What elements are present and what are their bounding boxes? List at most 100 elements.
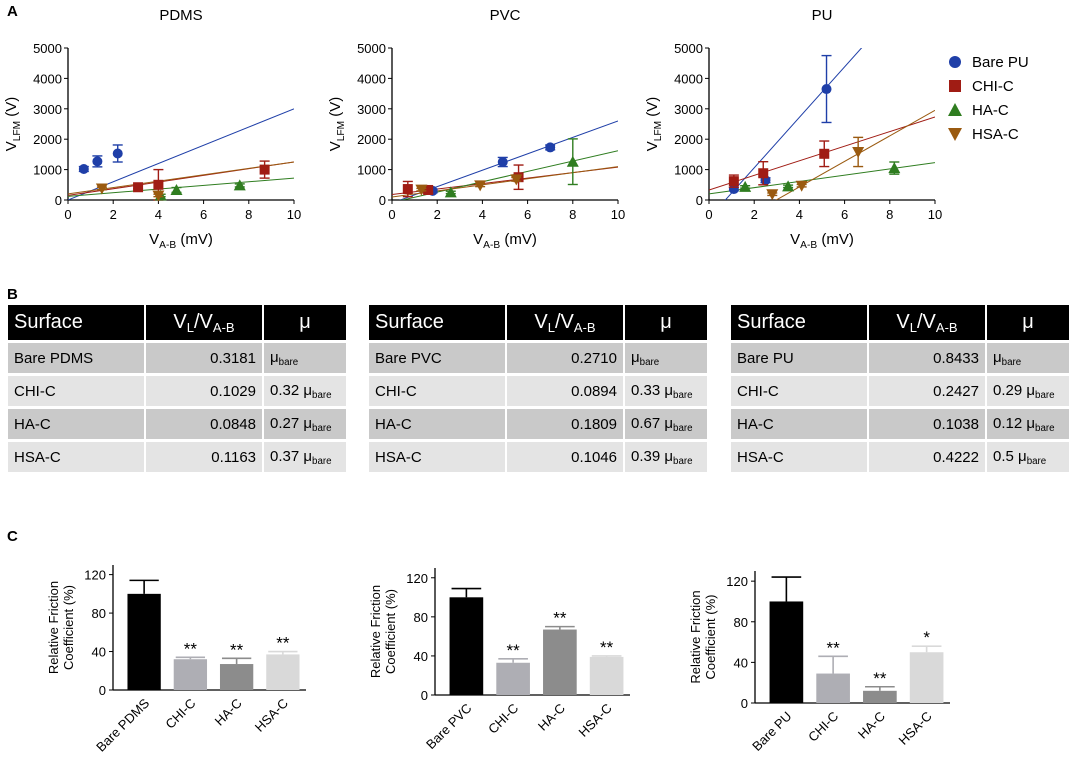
y-tick-label: 40 <box>414 649 428 664</box>
bar <box>816 673 850 703</box>
x-tick-label: HSA-C <box>252 696 291 735</box>
y-tick-label: 120 <box>84 568 106 583</box>
x-tick-label: Bare PDMS <box>93 695 152 754</box>
data-point <box>758 168 769 179</box>
x-tick-label: 4 <box>796 207 803 222</box>
data-point <box>153 179 164 190</box>
cell-mu: μbare <box>625 343 707 373</box>
y-tick-label: 120 <box>726 574 748 589</box>
y-tick-label: 0 <box>55 193 62 208</box>
cell-mu: 0.5 μbare <box>987 442 1069 472</box>
data-point <box>821 84 832 95</box>
bar <box>127 593 161 690</box>
data-point <box>766 189 779 201</box>
table-row: Bare PU 0.8433 μbare <box>731 343 1069 373</box>
y-tick-label: 5000 <box>33 41 62 56</box>
legend: Bare PU CHI-C HA-C HSA-C <box>948 54 1029 143</box>
bar <box>266 654 300 690</box>
x-tick-label: HSA-C <box>576 701 615 740</box>
data-point <box>92 156 103 167</box>
significance-marker: ** <box>184 639 198 658</box>
legend-label: CHI-C <box>972 78 1014 95</box>
header-ratio: VL/VA-B <box>507 305 623 340</box>
significance-marker: ** <box>827 638 841 657</box>
table-row: CHI-C 0.2427 0.29 μbare <box>731 376 1069 406</box>
friction-table-pu: Surface VL/VA-B μ Bare PU 0.8433 μbare CH… <box>729 302 1071 475</box>
y-tick-label: 2000 <box>674 132 703 147</box>
cell-mu: μbare <box>264 343 346 373</box>
legend-label: Bare PU <box>972 54 1029 71</box>
y-tick-label: 2000 <box>357 132 386 147</box>
y-axis-label: Coefficient (%) <box>61 585 76 670</box>
x-axis-label: VA-B (mV) <box>473 231 537 251</box>
x-tick-label: 0 <box>64 207 71 222</box>
bar-chart-1: 0 40 80 120 Relative Friction Coefficient (%)… <box>46 565 306 755</box>
x-tick-label: Bare PU <box>749 709 794 754</box>
y-tick-label: 3000 <box>33 102 62 117</box>
header-ratio: VL/VA-B <box>869 305 985 340</box>
y-tick-label: 3000 <box>357 102 386 117</box>
bar <box>173 659 208 690</box>
table-row: Bare PVC 0.2710 μbare <box>369 343 707 373</box>
legend-label: HA-C <box>972 102 1009 119</box>
y-tick-label: 2000 <box>33 132 62 147</box>
bar <box>909 652 944 703</box>
y-tick-label: 5000 <box>357 41 386 56</box>
cell-mu: 0.37 μbare <box>264 442 346 472</box>
y-axis-label: Coefficient (%) <box>703 594 718 679</box>
data-point <box>402 184 413 195</box>
significance-marker: * <box>923 628 930 647</box>
cell-surface: Bare PU <box>731 343 867 373</box>
scatter-chart-pdms: PDMS 0 2 4 6 8 10 0 1000 2000 3000 4000 5000 VA-B (mV… <box>3 7 301 251</box>
data-point <box>233 179 246 191</box>
header-surface: Surface <box>8 305 144 340</box>
data-point <box>259 164 270 175</box>
x-axis-label: VA-B (mV) <box>790 231 854 251</box>
significance-marker: ** <box>230 640 244 659</box>
y-axis-label: Coefficient (%) <box>383 589 398 674</box>
cell-ratio: 0.3181 <box>146 343 262 373</box>
x-tick-label: HA-C <box>535 701 568 734</box>
fit-line <box>68 161 294 195</box>
cell-surface: HSA-C <box>8 442 144 472</box>
data-point <box>112 148 123 159</box>
cell-ratio: 0.0894 <box>507 376 623 406</box>
data-point <box>170 183 183 195</box>
x-tick-label: 0 <box>705 207 712 222</box>
cell-ratio: 0.1038 <box>869 409 985 439</box>
bar <box>863 690 897 703</box>
x-tick-label: 4 <box>155 207 162 222</box>
y-tick-label: 1000 <box>357 163 386 178</box>
data-point <box>782 180 795 192</box>
x-axis-label: VA-B (mV) <box>149 231 213 251</box>
cell-ratio: 0.2427 <box>869 376 985 406</box>
y-tick-label: 40 <box>734 655 748 670</box>
y-axis-label: Relative Friction <box>46 581 61 674</box>
x-tick-label: Bare PVC <box>423 701 474 752</box>
bar <box>496 662 530 695</box>
header-mu: μ <box>625 305 707 340</box>
table-header: Surface VL/VA-B μ <box>8 305 346 340</box>
data-point <box>545 142 556 153</box>
bar <box>769 601 804 703</box>
header-surface: Surface <box>369 305 505 340</box>
y-tick-label: 5000 <box>674 41 703 56</box>
cell-mu: 0.32 μbare <box>264 376 346 406</box>
x-tick-label: CHI-C <box>805 709 841 745</box>
cell-surface: CHI-C <box>731 376 867 406</box>
table-row: CHI-C 0.0894 0.33 μbare <box>369 376 707 406</box>
x-tick-label: 10 <box>287 207 301 222</box>
header-surface: Surface <box>731 305 867 340</box>
cell-surface: CHI-C <box>369 376 505 406</box>
cell-mu: μbare <box>987 343 1069 373</box>
cell-ratio: 0.0848 <box>146 409 262 439</box>
data-point <box>474 180 487 192</box>
data-point <box>133 182 144 193</box>
table-row: Bare PDMS 0.3181 μbare <box>8 343 346 373</box>
data-point <box>888 162 901 174</box>
cell-mu: 0.67 μbare <box>625 409 707 439</box>
data-point <box>95 183 108 195</box>
cell-surface: Bare PVC <box>369 343 505 373</box>
data-point <box>444 186 457 198</box>
